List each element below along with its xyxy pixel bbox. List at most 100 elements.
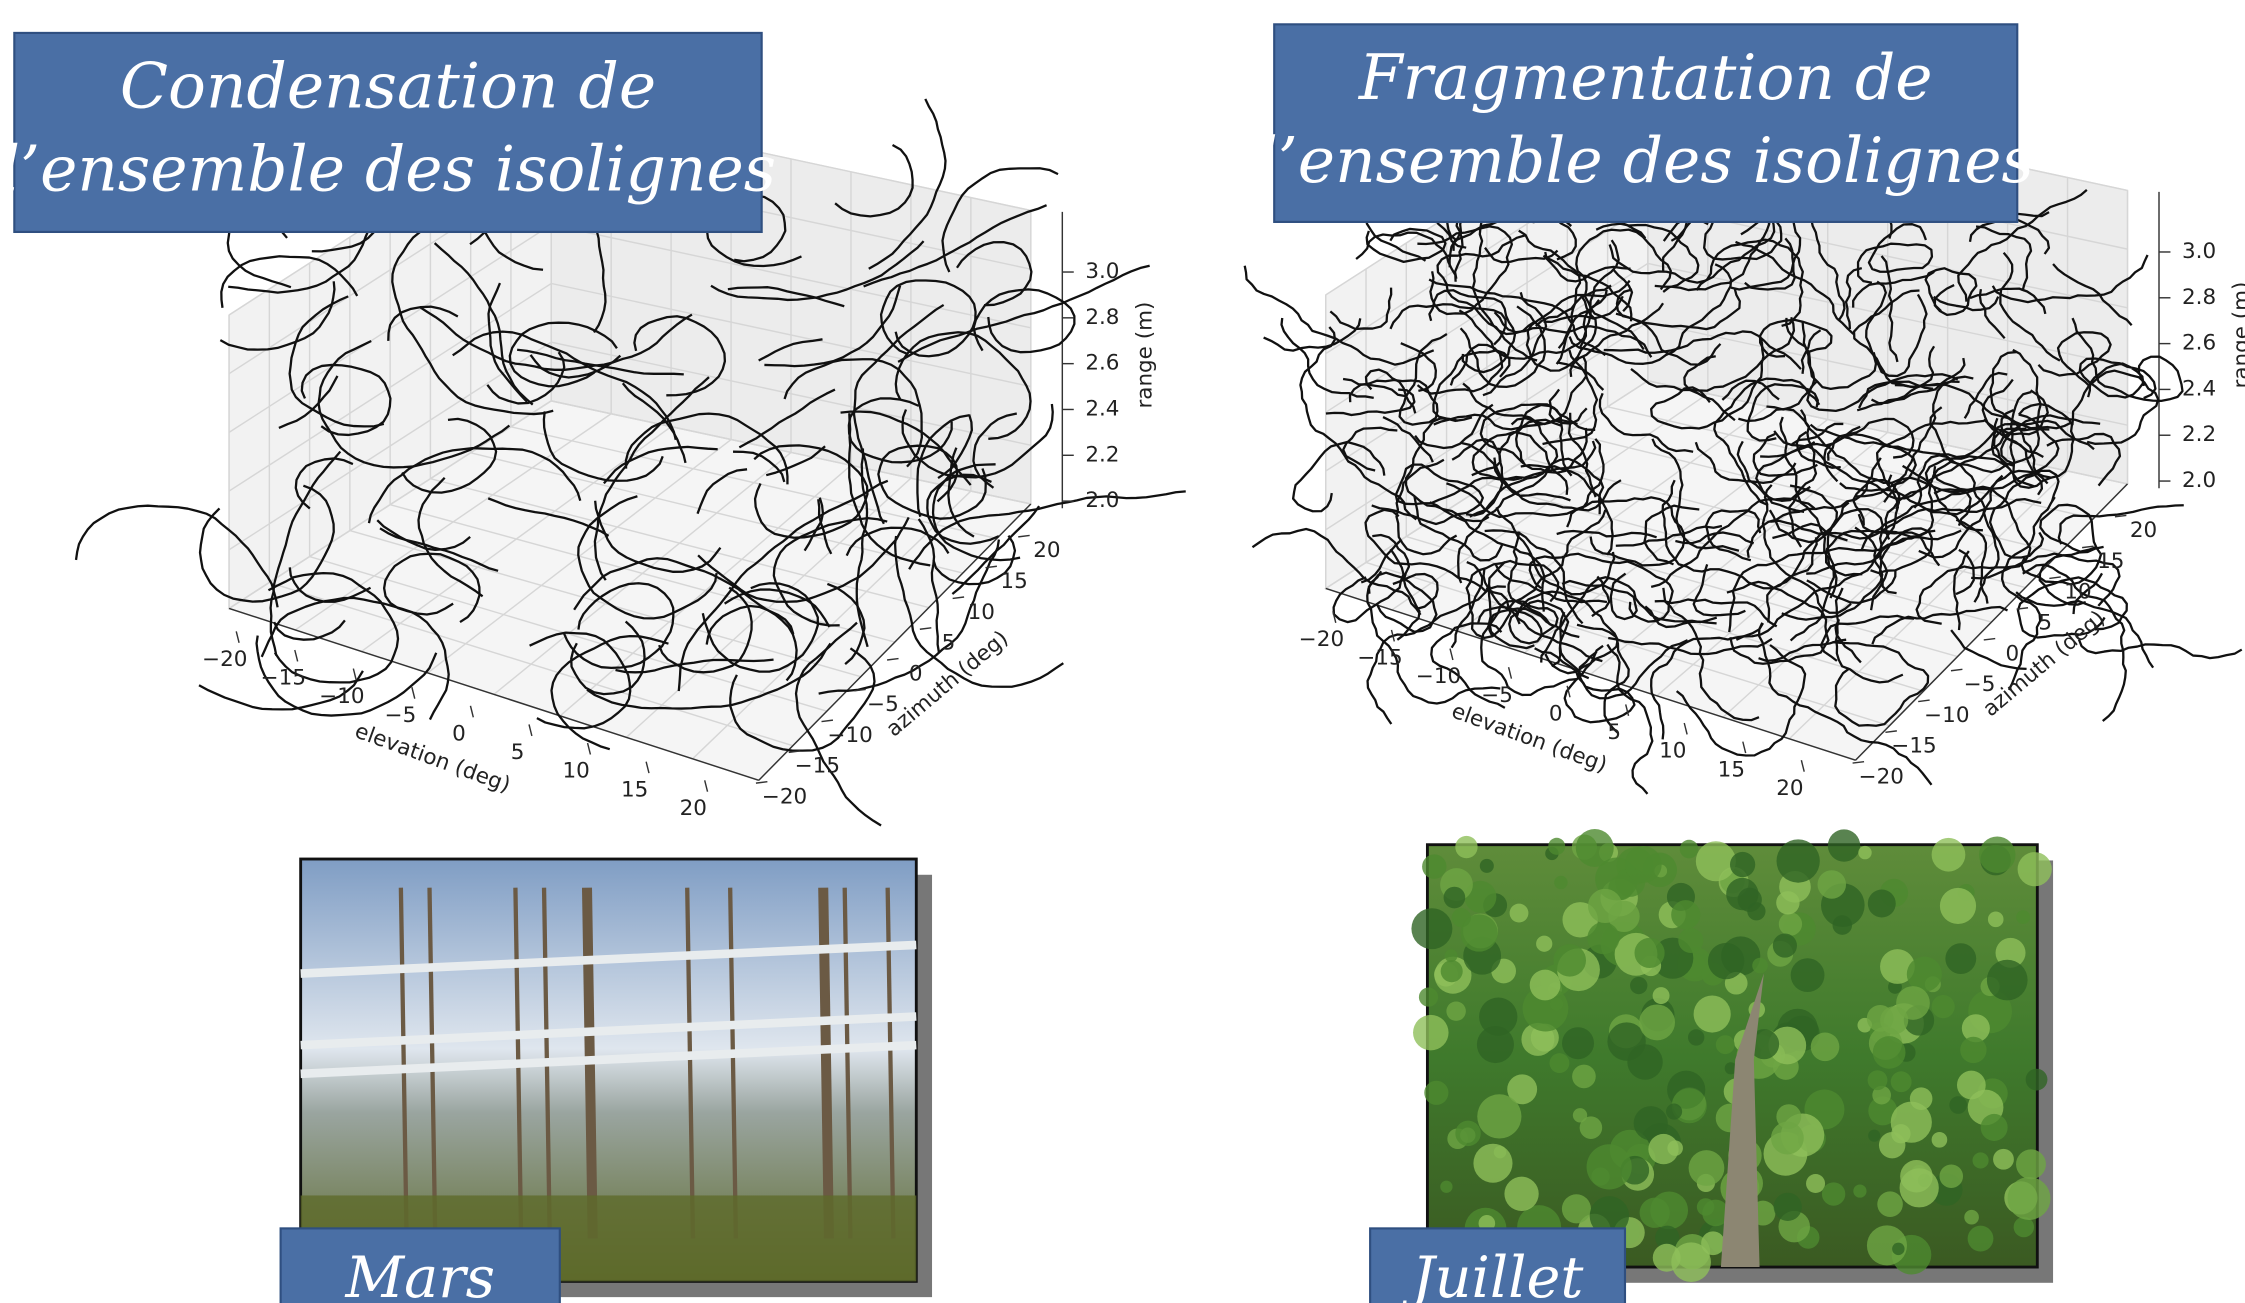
z-tick-label: 2.6: [2182, 331, 2216, 356]
isoline: [803, 497, 825, 552]
photo-leaf: [2007, 1177, 2051, 1220]
isoline: [894, 331, 1032, 440]
photo-leaf: [1562, 1027, 1595, 1060]
isoline: [1568, 263, 1733, 365]
title-line: Fragmentation de: [1358, 41, 1933, 114]
x-tick-label: 5: [1607, 720, 1621, 745]
grid-line: [228, 400, 1031, 610]
isoline: [1728, 529, 1936, 633]
isoline: [1453, 212, 1464, 279]
isoline: [1800, 329, 1822, 374]
isoline: [1644, 605, 1717, 629]
isoline: [1366, 585, 1506, 725]
isoline: [937, 414, 973, 479]
isoline: [847, 413, 931, 567]
photo-leaf: [1666, 1103, 1683, 1120]
isoline: [1650, 497, 1816, 588]
isoline: [1839, 482, 1972, 516]
isoline: [1788, 485, 1811, 548]
photo-leaf: [1411, 908, 1453, 950]
photo-leaf: [1960, 1036, 1987, 1064]
title-box: [13, 31, 763, 234]
photo-leaf: [1479, 997, 1518, 1036]
photo-rail: [300, 1012, 917, 1050]
isoline: [1992, 427, 2050, 488]
isoline: [753, 444, 869, 539]
isoline: [972, 288, 1076, 354]
caption: Mars: [344, 1244, 495, 1303]
isoline: [1983, 389, 2049, 436]
isoline: [1989, 350, 2073, 430]
isoline: [1544, 251, 1631, 283]
isoline: [1871, 357, 1966, 405]
x-tick: [528, 724, 533, 737]
isoline: [1695, 238, 1804, 327]
isoline: [288, 567, 372, 603]
y-tick: [2049, 576, 2061, 580]
isoline: [1990, 419, 2095, 467]
isoline: [1569, 302, 1665, 377]
y-tick: [985, 565, 997, 569]
isoline: [267, 571, 400, 684]
isoline: [1567, 412, 1597, 498]
photo-leaf: [1652, 1243, 1681, 1272]
isoline: [701, 582, 819, 673]
isoline: [1957, 188, 2088, 302]
isoline: [269, 450, 342, 656]
isoline: [818, 539, 1001, 695]
photo-leaf: [1867, 889, 1896, 918]
isoline: [391, 226, 554, 416]
photo-leaf: [1949, 1096, 1968, 1114]
isoline: [1875, 419, 1985, 487]
x-tick-label: 5: [511, 740, 525, 765]
isoline: [1799, 375, 1974, 485]
isoline: [1534, 639, 1689, 700]
isoline: [879, 279, 977, 358]
photo-post: [685, 887, 696, 1239]
y-tick: [2082, 545, 2094, 549]
x-tick-label: −5: [1481, 683, 1513, 708]
axis-line: [758, 503, 1032, 781]
isoline: [593, 376, 710, 581]
isoline: [705, 604, 795, 645]
photo-leaf: [1587, 922, 1620, 955]
isoline: [1650, 335, 1765, 430]
photo-leaf: [1639, 1004, 1675, 1041]
isoline: [1389, 303, 1507, 346]
isoline: [2009, 390, 2076, 489]
y-tick: [1885, 730, 1897, 734]
photo-leaf: [1572, 1108, 1588, 1123]
isoline: [1880, 255, 1899, 363]
isoline: [1826, 417, 1915, 461]
isoline: [1705, 509, 1762, 562]
y-tick: [1852, 760, 1865, 764]
photo-leaf: [1655, 1225, 1680, 1250]
title-box: [1273, 23, 2019, 223]
isoline: [573, 557, 798, 682]
photo-leaf: [1455, 1120, 1481, 1147]
isoline: [1932, 413, 2060, 492]
isoline: [2077, 639, 2243, 660]
z-tick-label: 3.0: [2182, 239, 2216, 264]
isoline: [1243, 265, 1435, 366]
y-tick-label: 5: [2038, 611, 2052, 636]
x-tick-label: 0: [1549, 701, 1563, 726]
isoline: [1400, 342, 1437, 392]
isoline: [1757, 622, 1933, 786]
isoline: [2057, 504, 2184, 545]
isoline: [1955, 518, 1989, 604]
x-tick-label: −10: [319, 684, 364, 709]
isoline: [1417, 225, 1514, 316]
isoline: [1975, 225, 2033, 292]
photo-leaf: [1724, 1062, 1737, 1075]
x-tick: [235, 631, 240, 644]
isoline: [956, 240, 1033, 307]
isoline: [562, 582, 675, 670]
isoline: [1852, 270, 1935, 308]
isoline: [1484, 529, 1584, 625]
grid-line: [510, 426, 997, 540]
isoline: [1495, 506, 1616, 596]
isoline: [1894, 382, 2049, 485]
photo-leaf: [1867, 1070, 1888, 1091]
y-tick: [952, 596, 965, 600]
